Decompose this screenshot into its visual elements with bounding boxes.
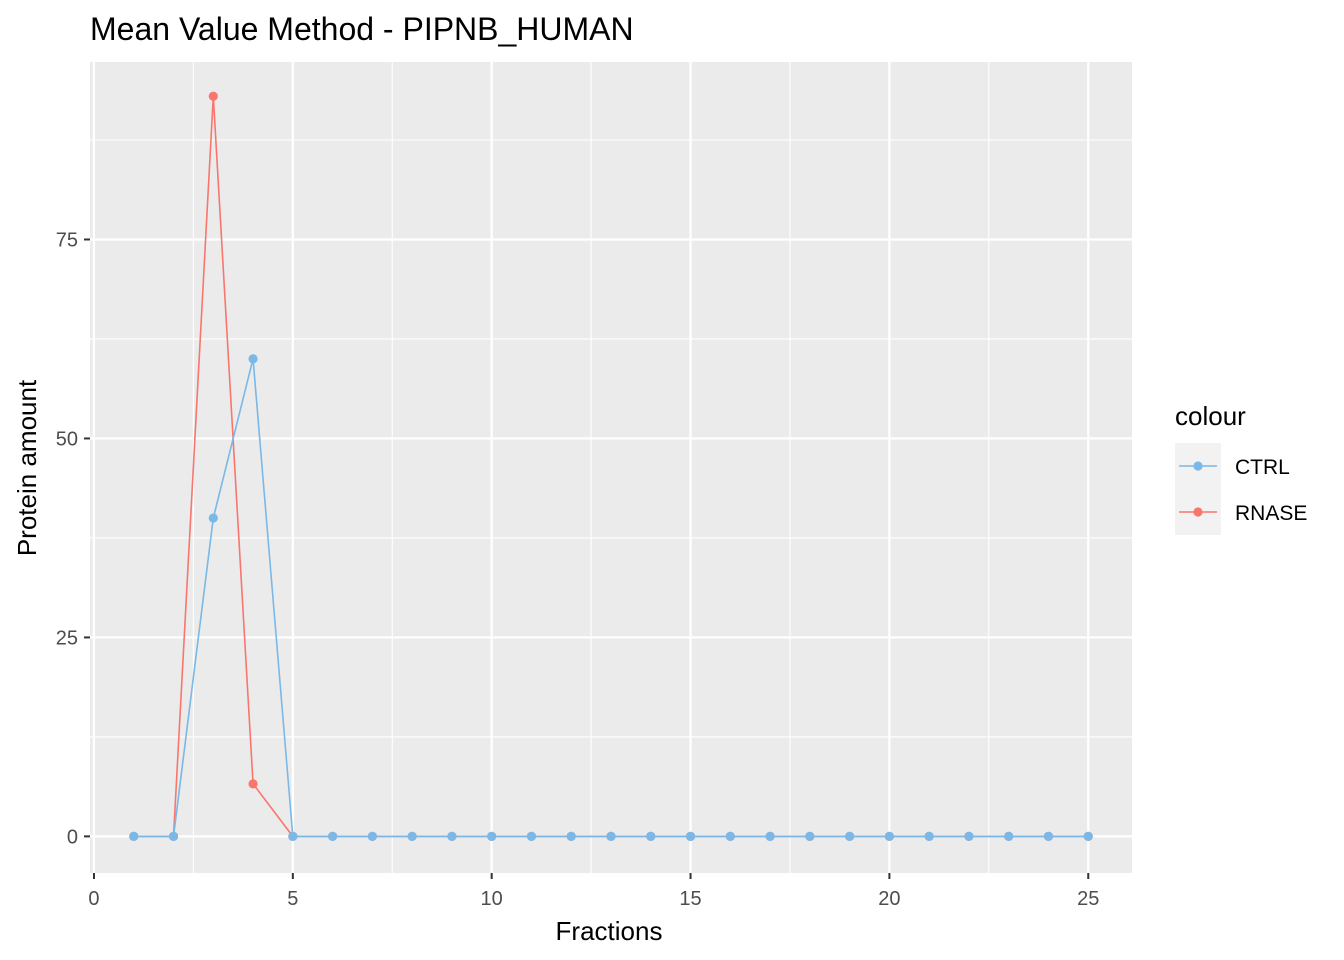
data-point-ctrl: [407, 831, 417, 841]
legend-key-point-ctrl: [1193, 461, 1203, 471]
data-point-ctrl: [805, 831, 815, 841]
x-tick-label: 5: [287, 888, 298, 910]
y-axis: 0 25 50 75: [56, 229, 90, 848]
legend-label-ctrl: CTRL: [1235, 456, 1290, 479]
data-point-ctrl: [328, 831, 338, 841]
x-tick-label: 0: [88, 888, 99, 910]
data-point-ctrl: [884, 831, 894, 841]
data-point-ctrl: [447, 831, 457, 841]
x-tick-label: 25: [1077, 888, 1099, 910]
data-point-ctrl: [248, 354, 258, 364]
legend-key-background: [1175, 443, 1221, 535]
y-tick-label: 0: [67, 826, 78, 848]
y-tick-label: 75: [56, 229, 78, 251]
x-axis-title: Fractions: [556, 916, 663, 946]
data-point-ctrl: [765, 831, 775, 841]
data-point-ctrl: [487, 831, 497, 841]
x-tick-label: 20: [878, 888, 900, 910]
data-point-ctrl: [964, 831, 974, 841]
data-point-rnase: [248, 779, 258, 789]
x-axis: 0 5 10 15 20 25: [88, 873, 1099, 910]
data-point-ctrl: [606, 831, 616, 841]
plot-panel: [90, 62, 1132, 873]
data-point-ctrl: [1083, 831, 1093, 841]
data-point-ctrl: [685, 831, 696, 841]
y-tick-label: 25: [56, 627, 78, 649]
legend-title: colour: [1175, 401, 1246, 431]
data-point-ctrl: [1004, 831, 1014, 841]
data-point-rnase: [208, 91, 218, 101]
legend-key-point-rnase: [1193, 507, 1203, 517]
data-point-ctrl: [566, 831, 576, 841]
chart-title: Mean Value Method - PIPNB_HUMAN: [90, 11, 634, 47]
data-point-ctrl: [1043, 831, 1054, 841]
series-layer: [129, 91, 1093, 841]
data-point-ctrl: [129, 831, 139, 841]
data-point-ctrl: [526, 831, 537, 841]
major-gridlines: [90, 62, 1132, 873]
data-point-ctrl: [924, 831, 934, 841]
data-point-ctrl: [168, 831, 179, 841]
data-point-ctrl: [725, 831, 735, 841]
x-tick-label: 15: [679, 888, 701, 910]
legend-label-rnase: RNASE: [1235, 502, 1307, 525]
data-point-ctrl: [646, 831, 656, 841]
y-tick-label: 50: [56, 428, 78, 450]
minor-gridlines: [90, 62, 1132, 873]
data-point-ctrl: [288, 831, 298, 841]
x-tick-label: 10: [481, 888, 503, 910]
legend: colour CTRL RNASE: [1175, 401, 1307, 535]
data-point-ctrl: [367, 831, 377, 841]
data-point-ctrl: [845, 831, 855, 841]
data-point-ctrl: [208, 513, 218, 523]
series-ctrl: [129, 354, 1093, 841]
y-axis-title: Protein amount: [12, 379, 42, 556]
